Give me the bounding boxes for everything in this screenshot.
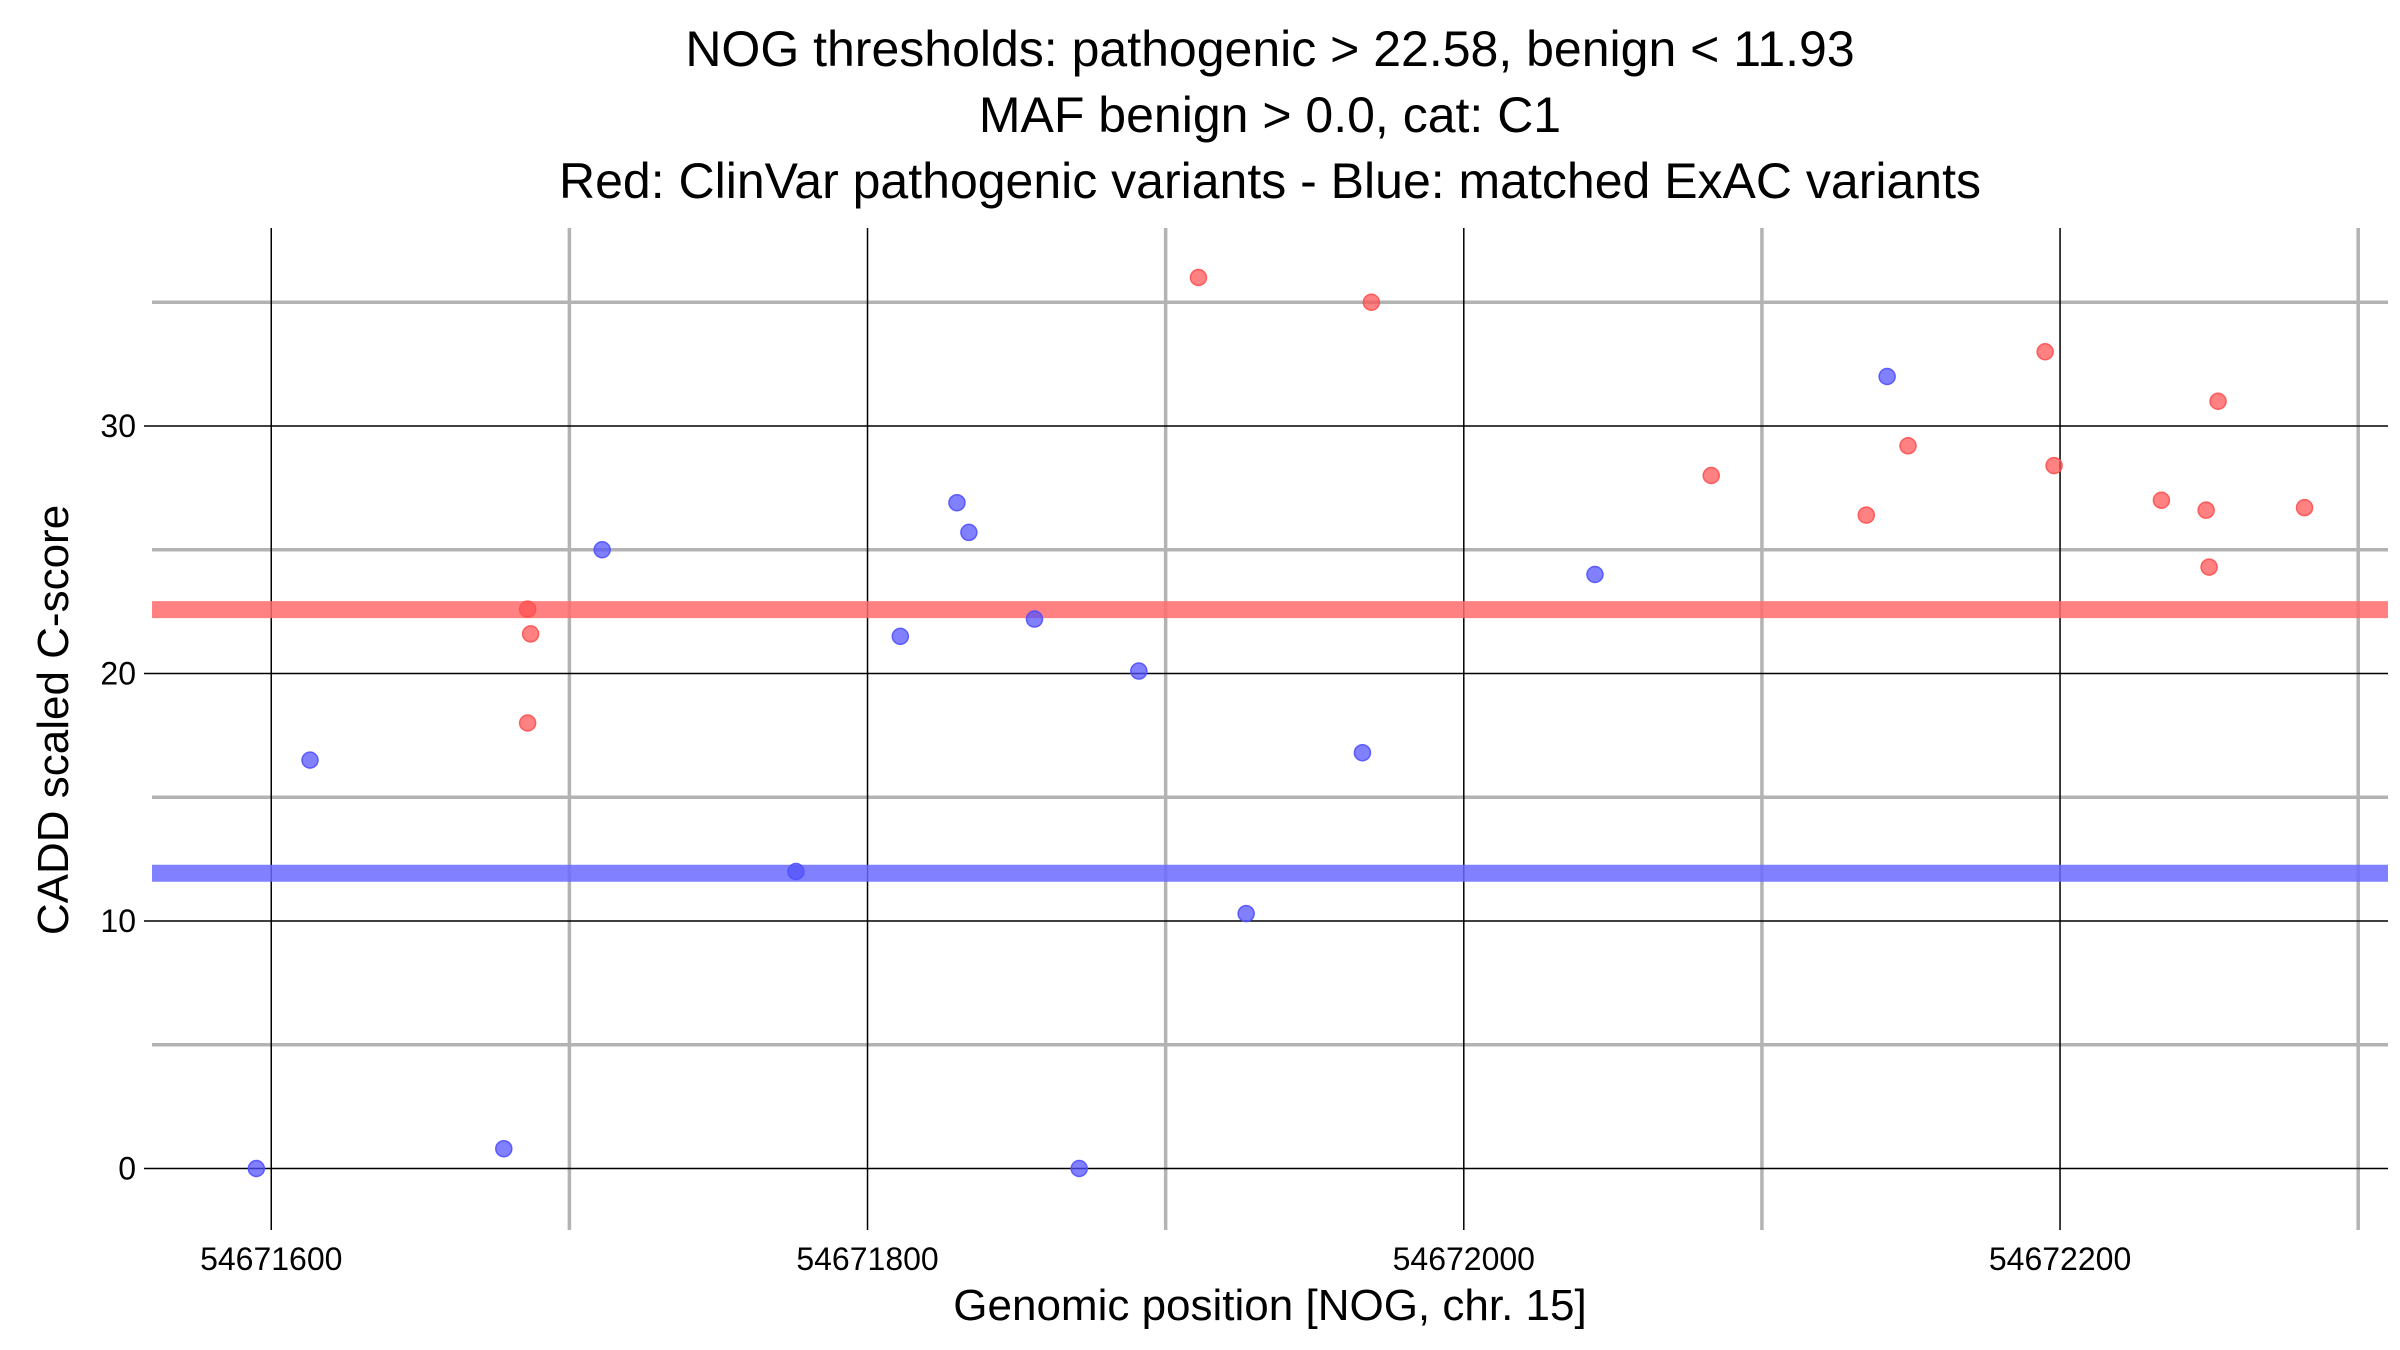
series-0-point-6 [1857, 506, 1876, 524]
y-tick-label-0: 0 [118, 1151, 136, 1187]
x-tick-label-1: 54671800 [796, 1241, 938, 1277]
series-1-point-12 [1353, 743, 1372, 762]
series-1-point-7 [960, 523, 978, 542]
x-tick-label-0: 54671600 [200, 1241, 342, 1277]
series-0-point-9 [2045, 456, 2063, 475]
series-0-point-0 [1189, 268, 1208, 287]
series-0-point-7 [1899, 437, 1917, 455]
series-1-point-13 [1586, 565, 1604, 584]
series-1-point-5 [891, 627, 910, 646]
grid [144, 228, 2388, 1230]
series-1-point-0 [247, 1159, 266, 1178]
series-1-point-14 [1878, 367, 1896, 386]
series-0-point-8 [2036, 343, 2054, 361]
series-0-point-13 [2209, 392, 2227, 410]
y-axis-label: CADD scaled C-score [29, 505, 78, 935]
series-1-point-6 [948, 493, 966, 512]
series-1-point-11 [1237, 904, 1255, 923]
threshold-lines [152, 601, 2388, 882]
series-0-point-10 [2152, 491, 2171, 509]
series-0-point-14 [2295, 498, 2314, 517]
series-1-point-8 [1025, 610, 1044, 628]
chart-title-line-3: Red: ClinVar pathogenic variants - Blue:… [559, 153, 1981, 209]
series-1-point-3 [593, 541, 611, 559]
x-tick-label-2: 54672000 [1393, 1241, 1535, 1277]
series-1-point-9 [1070, 1159, 1088, 1178]
series-1-point-1 [301, 751, 319, 769]
y-tick-label-1: 10 [100, 903, 136, 939]
series-0-point-11 [2197, 501, 2215, 519]
series-1-point-4 [787, 862, 805, 881]
x-tick-label-3: 54672200 [1989, 1241, 2131, 1277]
series-0-point-2 [518, 600, 537, 618]
x-axis-label: Genomic position [NOG, chr. 15] [953, 1281, 1586, 1330]
axes: 54671600 54671800 54672000 54672200 0 10 20 30 [100, 408, 2131, 1277]
series-0-point-5 [1702, 466, 1720, 485]
chart-title-line-2: MAF benign > 0.0, cat: C1 [979, 87, 1561, 143]
y-tick-label-3: 30 [100, 408, 136, 444]
chart-title-line-1: NOG thresholds: pathogenic > 22.58, beni… [685, 21, 1854, 77]
series-1-point-10 [1130, 662, 1148, 680]
series-0-point-1 [1362, 293, 1381, 311]
data-points [247, 268, 2314, 1178]
series-0-point-4 [518, 714, 537, 732]
y-tick-label-2: 20 [100, 656, 136, 692]
series-0-point-3 [521, 625, 540, 643]
series-0-point-12 [2200, 558, 2218, 576]
series-1-point-2 [495, 1139, 513, 1158]
